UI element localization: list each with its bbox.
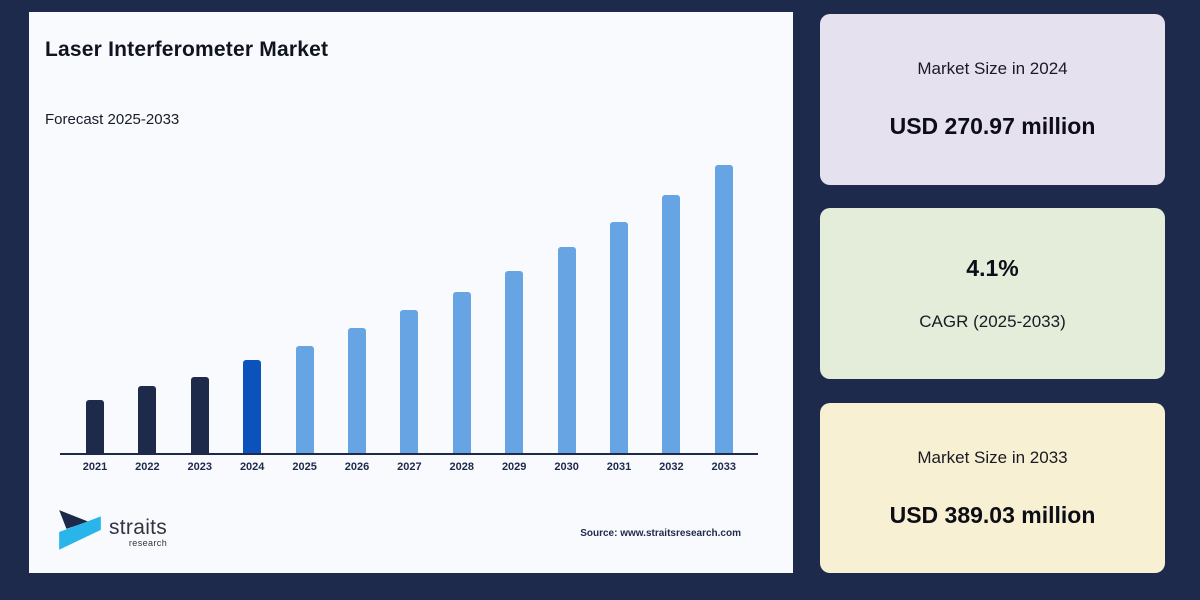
logo-name: straits <box>109 515 168 539</box>
x-axis-label-2026: 2026 <box>344 461 370 473</box>
bar-2025 <box>295 346 314 453</box>
cagr-label: CAGR (2025-2033) <box>919 312 1066 331</box>
x-axis-label-2027: 2027 <box>397 461 422 473</box>
market-size-2024-label: Market Size in 2024 <box>917 59 1068 78</box>
source-attribution: Source: www.straitsresearch.com <box>580 528 741 539</box>
bar-2030 <box>557 247 576 453</box>
x-axis-label-2022: 2022 <box>135 461 160 473</box>
market-size-2033-value: USD 389.03 million <box>889 501 1096 528</box>
logo-text: straits research <box>109 517 167 548</box>
bar-2022 <box>138 386 157 453</box>
logo-subname: research <box>128 537 168 548</box>
x-axis-label-2030: 2030 <box>554 461 579 473</box>
chart-panel: Laser Interferometer Market Forecast 202… <box>29 12 793 573</box>
bar-plot <box>60 160 760 453</box>
cagr-value: 4.1% <box>966 255 1019 281</box>
bar-2021 <box>86 400 104 453</box>
bar-2028 <box>452 292 471 453</box>
bar-2027 <box>400 310 419 453</box>
bar-2032 <box>662 195 681 453</box>
market-size-2033-label: Market Size in 2033 <box>917 447 1068 467</box>
x-axis-label-2021: 2021 <box>82 461 108 473</box>
logo-navy-chevron <box>59 510 89 529</box>
bar-2026 <box>348 328 366 453</box>
x-axis-label-2031: 2031 <box>606 461 632 473</box>
straits-research-logo: straits research <box>55 506 167 558</box>
x-axis-label-2024: 2024 <box>239 461 265 473</box>
forecast-subtitle: Forecast 2025-2033 <box>45 111 180 128</box>
bar-2024 <box>243 360 262 453</box>
x-axis-label-2025: 2025 <box>292 461 317 473</box>
x-axis-label-2029: 2029 <box>501 461 527 473</box>
x-axis-label-2028: 2028 <box>449 461 475 473</box>
x-axis-label-2033: 2033 <box>711 461 737 473</box>
bar-2023 <box>190 377 209 453</box>
x-axis-label-2032: 2032 <box>659 461 684 473</box>
bar-2033 <box>714 165 733 453</box>
logo-cyan-chevron <box>59 516 101 550</box>
x-axis-line <box>60 453 758 455</box>
straits-logo-icon <box>59 510 101 550</box>
bar-2029 <box>505 271 524 453</box>
bar-2031 <box>610 222 628 453</box>
page-title: Laser Interferometer Market <box>45 38 329 61</box>
market-size-2024-card: Market Size in 2024 USD 270.97 million <box>820 14 1165 185</box>
market-size-2024-value: USD 270.97 million <box>889 113 1096 139</box>
x-axis-labels: 2021 2022 2023 2024 2025 2026 2027 2028 2029 2030… <box>60 461 760 477</box>
x-axis-label-2023: 2023 <box>187 461 213 473</box>
cagr-card: 4.1% CAGR (2025-2033) <box>820 208 1165 379</box>
market-size-2033-card: Market Size in 2033 USD 389.03 million <box>820 403 1165 573</box>
